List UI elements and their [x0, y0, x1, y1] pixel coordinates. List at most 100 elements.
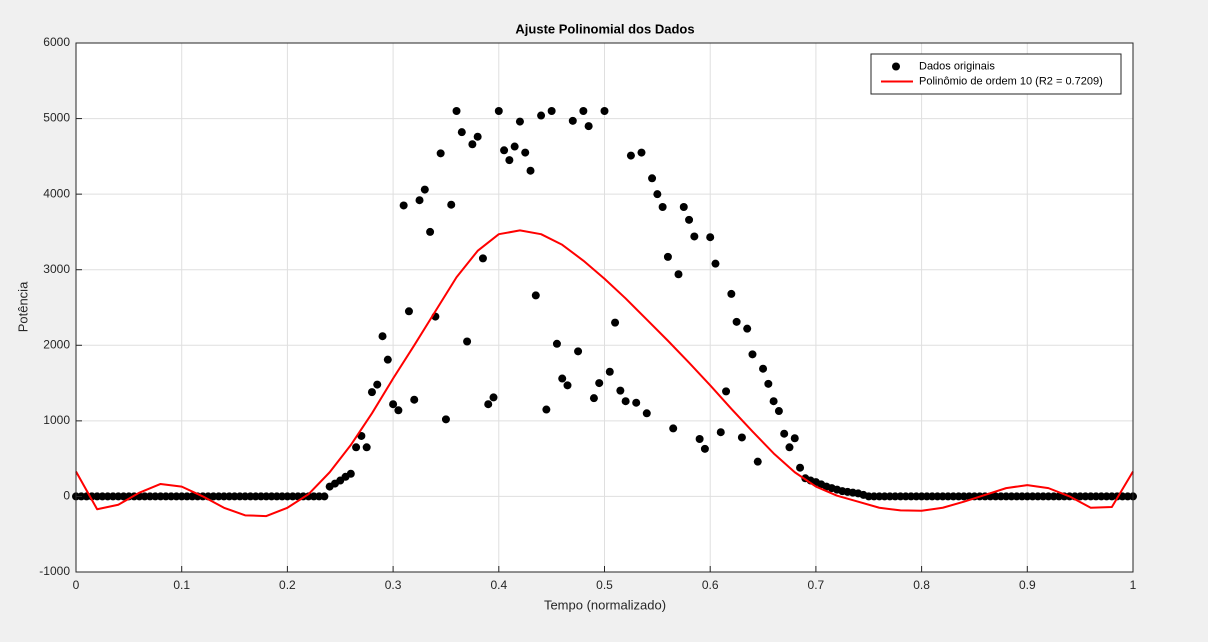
data-point — [394, 406, 403, 415]
y-axis-label: Potência — [15, 281, 30, 332]
legend-marker — [892, 62, 900, 71]
data-point — [764, 379, 773, 388]
data-point — [378, 332, 387, 341]
data-point — [478, 254, 487, 263]
data-point — [711, 259, 720, 268]
data-point — [753, 457, 762, 466]
chart-title: Ajuste Polinomial dos Dados — [515, 21, 694, 36]
data-point — [774, 407, 783, 416]
data-point — [695, 434, 704, 443]
data-point — [473, 132, 482, 141]
y-tick-label: 3000 — [43, 262, 70, 276]
data-point — [537, 111, 546, 120]
data-point — [452, 107, 461, 116]
data-point — [436, 149, 445, 158]
data-point — [685, 215, 694, 224]
data-point — [621, 397, 630, 406]
data-point — [420, 185, 429, 194]
data-point — [732, 317, 741, 326]
data-point — [526, 166, 535, 175]
data-point — [785, 443, 794, 452]
data-point — [373, 380, 382, 389]
data-point — [716, 428, 725, 437]
data-point — [367, 388, 376, 397]
data-point — [722, 387, 731, 396]
data-point — [352, 443, 361, 452]
y-tick-label: 1000 — [43, 413, 70, 427]
legend-box — [870, 53, 1122, 95]
data-point — [727, 289, 736, 298]
y-tick-label: 6000 — [43, 35, 70, 49]
data-point — [748, 350, 757, 359]
data-point — [558, 374, 567, 383]
data-point — [674, 270, 683, 279]
data-point — [605, 367, 614, 376]
data-point — [346, 469, 355, 478]
data-point — [790, 434, 799, 443]
y-tick-label: 5000 — [43, 111, 70, 125]
data-point — [780, 429, 789, 438]
data-point — [515, 117, 524, 126]
data-point — [616, 386, 625, 395]
data-point — [563, 381, 572, 390]
x-tick-label: 0.8 — [913, 578, 930, 592]
data-point — [362, 443, 371, 452]
data-point — [648, 174, 657, 183]
y-tick-label: -1000 — [39, 564, 70, 578]
data-point — [669, 424, 678, 433]
data-point — [663, 252, 672, 261]
data-point — [642, 409, 651, 418]
data-point — [589, 394, 598, 403]
legend-label: Polinômio de ordem 10 (R2 = 0.7209) — [919, 75, 1103, 87]
x-tick-label: 0.5 — [596, 578, 613, 592]
data-point — [484, 400, 493, 409]
x-tick-label: 0.9 — [1019, 578, 1036, 592]
data-point — [426, 227, 435, 236]
data-point — [494, 107, 503, 116]
x-tick-label: 0 — [73, 578, 80, 592]
data-point — [320, 492, 329, 501]
data-point — [468, 140, 477, 149]
x-tick-label: 0.4 — [490, 578, 507, 592]
data-point — [441, 415, 450, 424]
data-point — [637, 148, 646, 157]
data-point — [595, 379, 604, 388]
data-point — [531, 291, 540, 300]
data-point — [584, 122, 593, 131]
data-point — [737, 433, 746, 442]
data-point — [552, 339, 561, 348]
data-point — [632, 398, 641, 407]
data-point — [457, 128, 466, 137]
data-point — [399, 201, 408, 210]
x-tick-label: 0.7 — [808, 578, 825, 592]
x-tick-label: 0.2 — [279, 578, 296, 592]
y-tick-label: 0 — [63, 489, 70, 503]
data-point — [653, 190, 662, 199]
y-tick-label: 2000 — [43, 337, 70, 351]
data-point — [510, 142, 519, 151]
legend-label: Dados originais — [919, 60, 995, 72]
data-point — [410, 395, 419, 404]
fit-line — [75, 229, 1134, 518]
data-point — [700, 444, 709, 453]
data-point — [415, 196, 424, 205]
data-point — [600, 107, 609, 116]
x-axis-label: Tempo (normalizado) — [544, 597, 666, 612]
data-point — [389, 400, 398, 409]
data-point — [547, 107, 556, 116]
x-tick-label: 0.1 — [173, 578, 190, 592]
data-point — [463, 337, 472, 346]
y-tick-label: 4000 — [43, 186, 70, 200]
data-point — [500, 146, 509, 155]
data-point — [404, 307, 413, 316]
data-point — [679, 202, 688, 211]
data-point — [542, 405, 551, 414]
data-point — [743, 324, 752, 333]
data-point — [568, 116, 577, 125]
x-tick-label: 1 — [1130, 578, 1137, 592]
data-point — [383, 355, 392, 364]
x-tick-label: 0.3 — [385, 578, 402, 592]
data-point — [579, 107, 588, 116]
data-point — [505, 156, 514, 165]
data-point — [769, 397, 778, 406]
